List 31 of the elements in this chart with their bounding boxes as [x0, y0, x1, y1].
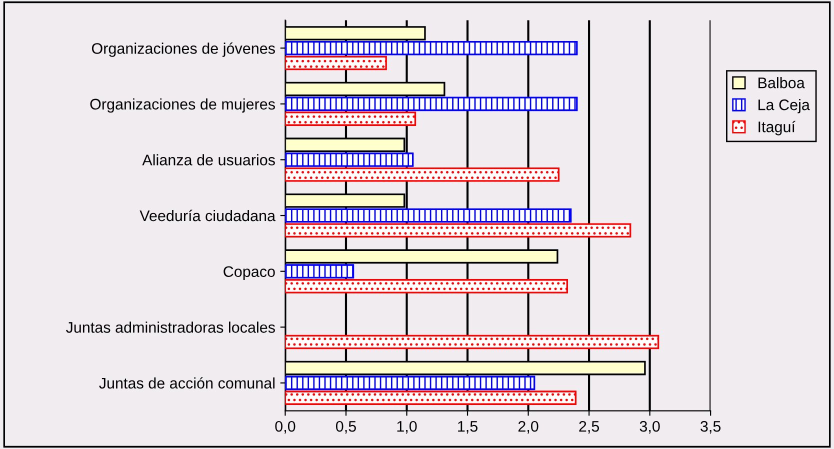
y-tick-label: Organizaciones de jóvenes	[92, 42, 275, 57]
bar	[285, 40, 578, 56]
bar	[285, 334, 660, 350]
bar	[285, 96, 578, 112]
y-tick-label: Organizaciones de mujeres	[90, 98, 275, 113]
x-tick-label: 2,5	[579, 420, 600, 434]
y-tick-label: Alianza de usuarios	[142, 154, 275, 166]
x-tick-label: 1,5	[458, 421, 478, 434]
y-tick-label: Juntas administradoras locales	[66, 322, 275, 333]
bar	[285, 152, 414, 167]
bar	[285, 390, 577, 405]
legend-label: Balboa	[758, 77, 805, 88]
x-tick-label: 3,0	[640, 420, 660, 434]
y-tick-label: Veeduría ciudadana	[140, 210, 276, 222]
x-tick-label: 2,0	[518, 420, 538, 434]
bar	[285, 112, 416, 126]
x-tick-label: 0,0	[275, 420, 296, 434]
y-tick-label: Copaco	[224, 266, 275, 280]
bar	[285, 279, 568, 294]
x-tick-label: 1,0	[397, 420, 417, 434]
x-tick-label: 3,5	[700, 420, 721, 434]
bar	[285, 223, 632, 238]
bar	[285, 264, 354, 278]
bar	[285, 56, 387, 70]
bar	[285, 167, 560, 182]
bar	[285, 208, 572, 223]
bar	[285, 376, 536, 390]
x-tick-label: 0,5	[336, 420, 356, 434]
y-tick-label: Juntas de acción comunal	[99, 377, 274, 389]
legend-label: La Ceja	[758, 99, 810, 114]
legend-label: Itaguí	[758, 120, 796, 136]
